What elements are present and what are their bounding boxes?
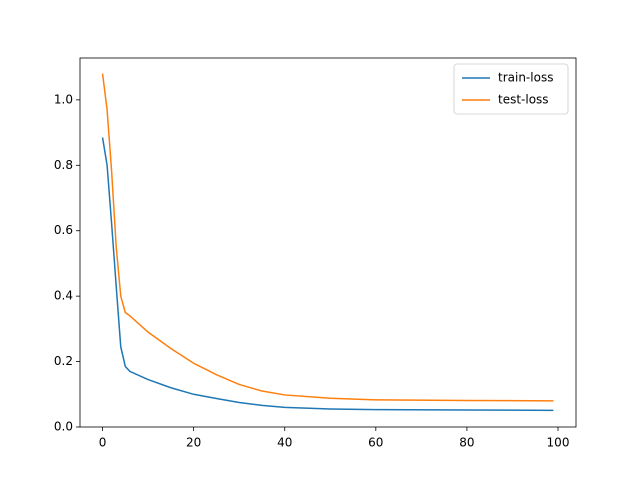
x-tick-label: 60 [368,436,383,450]
x-tick-label: 20 [186,436,201,450]
legend-label: test-loss [498,93,549,107]
y-tick-label: 1.0 [54,92,73,106]
x-tick-label: 40 [277,436,292,450]
series-line [101,73,554,402]
y-tick-label: 0.8 [54,158,73,172]
series-line [101,137,554,412]
x-tick-label: 0 [99,436,107,450]
x-tick-label: 100 [547,436,570,450]
y-tick-label: 0.6 [54,223,73,237]
x-tick-label: 80 [459,436,474,450]
y-tick-label: 0.4 [54,289,73,303]
plot-frame [79,57,577,428]
legend-box [453,63,569,115]
legend-label: train-loss [498,71,553,85]
y-tick-label: 0.0 [54,420,73,434]
y-tick-label: 0.2 [54,354,73,368]
